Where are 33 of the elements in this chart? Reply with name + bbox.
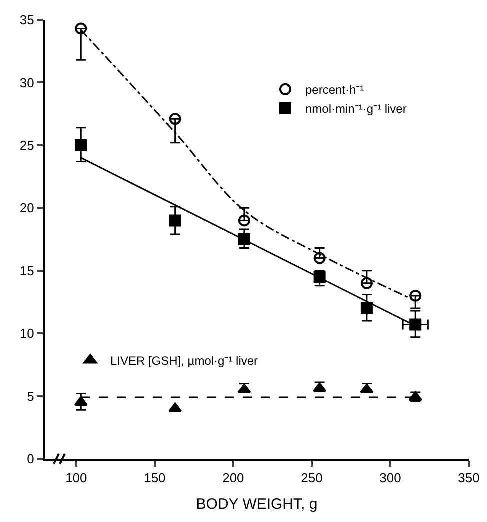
x-tick-label: 100 xyxy=(66,470,88,486)
y-tick-label: 20 xyxy=(20,200,34,216)
point xyxy=(314,252,326,264)
x-tick-label: 350 xyxy=(458,470,480,486)
point xyxy=(238,234,250,246)
legend-label: LIVER [GSH], µmol·g⁻¹ liver xyxy=(110,354,258,368)
point xyxy=(360,384,374,394)
y-tick-label: 15 xyxy=(20,263,34,278)
y-tick-label: 10 xyxy=(20,326,34,342)
point xyxy=(410,290,422,302)
legend-label: percent·h⁻¹ xyxy=(305,83,364,98)
x-tick-label: 250 xyxy=(301,470,323,486)
point xyxy=(75,22,88,35)
y-tick-label: 25 xyxy=(20,138,34,153)
point xyxy=(169,113,182,126)
x-tick-label: 150 xyxy=(144,470,166,486)
point xyxy=(410,318,422,331)
point xyxy=(238,214,250,227)
y-tick-label: 30 xyxy=(20,75,34,90)
legend-label: nmol·min⁻¹·g⁻¹ liver xyxy=(305,102,407,116)
y-tick-label: 0 xyxy=(27,452,34,467)
point xyxy=(169,214,182,227)
point xyxy=(360,277,373,290)
point xyxy=(75,139,88,152)
point xyxy=(360,302,373,314)
point xyxy=(74,396,88,406)
x-tick-label: 200 xyxy=(222,470,244,486)
x-tick-label: 300 xyxy=(380,470,402,486)
point xyxy=(314,271,326,284)
x-axis-title: BODY WEIGHT, g xyxy=(196,496,318,514)
y-tick-label: 35 xyxy=(20,12,34,28)
point xyxy=(168,402,182,412)
y-tick-label: 5 xyxy=(27,388,34,404)
